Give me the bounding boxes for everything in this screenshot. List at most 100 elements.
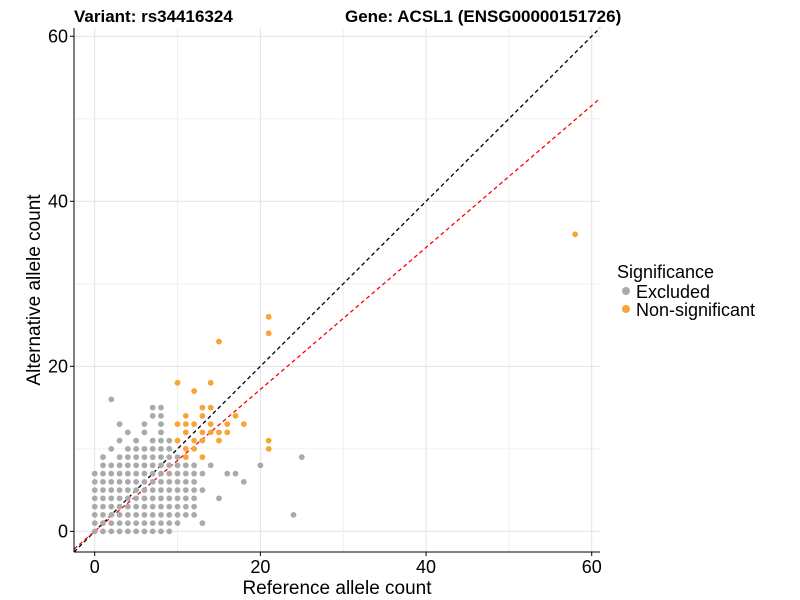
point-excluded-74 (182, 487, 189, 494)
point-non-significant-6 (191, 388, 198, 394)
point-excluded-122 (116, 454, 123, 461)
point-non-significant-3 (216, 338, 222, 345)
point-non-significant-21 (216, 429, 222, 436)
point-excluded-114 (158, 462, 164, 469)
point-excluded-44 (158, 503, 164, 510)
point-excluded-151 (158, 412, 164, 419)
point-excluded-135 (141, 445, 148, 452)
point-excluded-146 (158, 429, 164, 436)
point-excluded-120 (257, 462, 264, 469)
point-excluded-68 (133, 487, 140, 494)
point-excluded-61 (191, 495, 198, 502)
point-excluded-36 (91, 503, 98, 510)
axes (73, 28, 600, 553)
point-excluded-56 (149, 495, 156, 502)
point-excluded-41 (133, 503, 140, 510)
point-excluded-45 (166, 503, 173, 510)
point-excluded-54 (133, 495, 140, 502)
point-excluded-67 (124, 487, 131, 494)
point-excluded-63 (91, 487, 98, 494)
point-excluded-132 (108, 445, 115, 452)
point-excluded-13 (116, 520, 123, 527)
point-non-significant-12 (174, 421, 181, 427)
legend-label-non-significant: Non-significant (636, 300, 755, 320)
point-excluded-52 (116, 495, 123, 502)
y-tick-label-0: 0 (58, 521, 68, 541)
point-excluded-6 (141, 528, 148, 535)
point-excluded-110 (124, 462, 131, 469)
x-tick-label-40: 40 (416, 557, 436, 577)
point-excluded-111 (133, 462, 140, 469)
point-excluded-97 (141, 470, 148, 477)
point-excluded-124 (133, 454, 140, 461)
point-excluded-91 (91, 470, 98, 477)
point-excluded-47 (182, 503, 189, 510)
point-excluded-150 (149, 412, 156, 419)
point-excluded-53 (124, 495, 131, 502)
point-excluded-55 (141, 495, 148, 502)
point-excluded-108 (108, 462, 115, 469)
point-non-significant-26 (216, 437, 222, 444)
point-excluded-32 (174, 511, 181, 518)
point-excluded-33 (182, 511, 189, 518)
y-tick-label-40: 40 (48, 191, 68, 211)
point-excluded-85 (158, 478, 164, 485)
point-excluded-118 (191, 462, 198, 469)
point-excluded-71 (158, 487, 164, 494)
point-excluded-103 (191, 470, 198, 477)
point-excluded-121 (100, 454, 106, 461)
point-excluded-18 (158, 520, 164, 527)
point-non-significant-23 (174, 437, 181, 444)
point-non-significant-14 (191, 421, 198, 427)
point-excluded-145 (141, 429, 148, 436)
point-non-significant-13 (182, 421, 189, 427)
point-excluded-117 (182, 462, 189, 469)
point-excluded-112 (141, 462, 148, 469)
point-excluded-27 (133, 511, 140, 518)
point-excluded-107 (100, 462, 106, 469)
point-excluded-10 (91, 520, 98, 527)
point-excluded-50 (100, 495, 106, 502)
point-excluded-22 (91, 511, 98, 518)
point-excluded-62 (216, 495, 222, 502)
point-excluded-40 (124, 503, 131, 510)
point-excluded-127 (158, 454, 164, 461)
chart-title-gene: Gene: ACSL1 (ENSG00000151726) (345, 7, 621, 26)
point-excluded-7 (149, 528, 156, 535)
point-excluded-12 (108, 520, 115, 527)
point-excluded-129 (174, 454, 181, 461)
point-excluded-37 (100, 503, 106, 510)
point-excluded-14 (124, 520, 131, 527)
point-excluded-143 (166, 437, 173, 444)
point-excluded-113 (149, 462, 156, 469)
point-excluded-147 (116, 421, 123, 427)
point-excluded-19 (166, 520, 173, 527)
point-non-significant-32 (199, 454, 206, 461)
point-non-significant-31 (182, 454, 189, 461)
point-excluded-95 (124, 470, 131, 477)
point-excluded-82 (133, 478, 140, 485)
point-excluded-149 (158, 421, 164, 427)
point-non-significant-8 (207, 404, 214, 411)
point-excluded-23 (100, 511, 106, 518)
point-excluded-70 (149, 487, 156, 494)
point-excluded-123 (124, 454, 131, 461)
point-excluded-96 (133, 470, 140, 477)
point-excluded-140 (133, 437, 140, 444)
point-non-significant-1 (265, 313, 272, 320)
tick-labels: 0 20 40 60 0 20 40 60 (48, 26, 602, 577)
point-excluded-134 (133, 445, 140, 452)
point-excluded-26 (124, 511, 131, 518)
point-excluded-20 (174, 520, 181, 527)
point-excluded-106 (232, 470, 239, 477)
point-excluded-4 (124, 528, 131, 535)
point-excluded-64 (100, 487, 106, 494)
point-excluded-69 (141, 487, 148, 494)
point-non-significant-2 (265, 330, 272, 337)
point-excluded-43 (149, 503, 156, 510)
point-excluded-30 (158, 511, 164, 518)
point-excluded-154 (108, 396, 115, 403)
point-non-significant-24 (191, 437, 198, 444)
point-excluded-98 (149, 470, 156, 477)
